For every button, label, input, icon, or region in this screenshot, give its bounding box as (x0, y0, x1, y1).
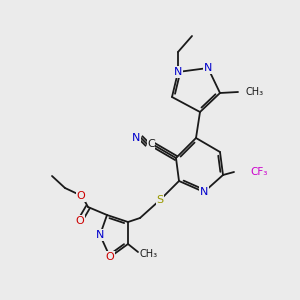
Text: N: N (96, 230, 104, 240)
Text: C: C (147, 139, 155, 149)
Text: O: O (106, 252, 114, 262)
Text: N: N (132, 133, 140, 143)
Text: CF₃: CF₃ (250, 167, 267, 177)
Text: S: S (156, 195, 164, 205)
Text: CH₃: CH₃ (246, 87, 264, 97)
Text: O: O (76, 191, 85, 201)
Text: CH₃: CH₃ (140, 249, 158, 259)
Text: O: O (76, 216, 84, 226)
Text: N: N (174, 67, 182, 77)
Text: N: N (204, 63, 212, 73)
Text: N: N (200, 187, 208, 197)
